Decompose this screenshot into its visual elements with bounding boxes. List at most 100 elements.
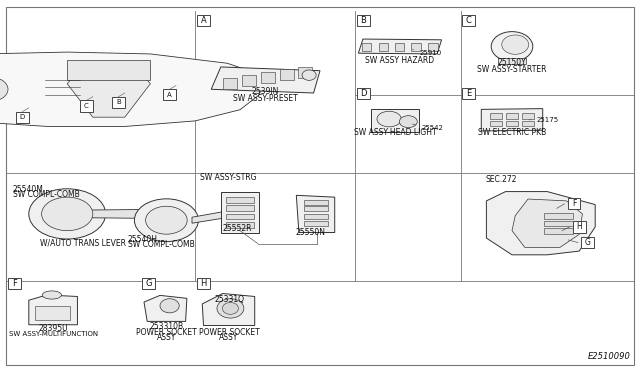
- Bar: [304, 206, 328, 211]
- Text: C: C: [465, 16, 472, 25]
- Text: SW ASSY-HEAD LIGHT: SW ASSY-HEAD LIGHT: [354, 128, 437, 137]
- Text: ASSY: ASSY: [220, 333, 239, 342]
- Bar: [522, 113, 534, 119]
- Bar: [411, 43, 420, 51]
- Bar: [490, 121, 502, 126]
- Ellipse shape: [399, 116, 417, 128]
- Bar: [304, 200, 328, 205]
- Ellipse shape: [134, 199, 198, 242]
- Bar: [544, 213, 573, 219]
- Text: G: G: [584, 238, 591, 247]
- Bar: [8, 278, 21, 289]
- Bar: [568, 198, 580, 209]
- Ellipse shape: [152, 210, 162, 218]
- Bar: [163, 89, 176, 100]
- Text: E: E: [466, 89, 471, 98]
- Text: 25910: 25910: [412, 49, 442, 56]
- Text: F: F: [12, 279, 17, 288]
- Text: 25331Q: 25331Q: [214, 295, 244, 304]
- Bar: [226, 205, 254, 211]
- Text: A: A: [167, 92, 172, 98]
- Text: 25552R: 25552R: [222, 224, 252, 233]
- Text: 25175: 25175: [529, 117, 559, 123]
- Bar: [379, 43, 388, 51]
- Text: D: D: [20, 114, 25, 120]
- Bar: [498, 58, 526, 64]
- Bar: [522, 121, 534, 126]
- Text: SW COMPL-COMB: SW COMPL-COMB: [13, 190, 79, 199]
- Text: G: G: [145, 279, 152, 288]
- Text: POWER SOCKET: POWER SOCKET: [199, 328, 259, 337]
- Text: SW ELECTRIC PKB: SW ELECTRIC PKB: [478, 128, 546, 137]
- Bar: [506, 113, 518, 119]
- Ellipse shape: [146, 206, 188, 234]
- Ellipse shape: [42, 291, 61, 299]
- Polygon shape: [192, 210, 243, 223]
- Bar: [261, 72, 275, 83]
- Text: SW ASSY-MULTIFUNCTION: SW ASSY-MULTIFUNCTION: [8, 331, 98, 337]
- Bar: [490, 113, 502, 119]
- Polygon shape: [144, 295, 187, 321]
- Bar: [462, 15, 475, 26]
- Polygon shape: [486, 192, 595, 255]
- Text: SW ASSY-STARTER: SW ASSY-STARTER: [477, 65, 547, 74]
- Bar: [242, 75, 256, 86]
- Text: ASSY: ASSY: [157, 333, 176, 342]
- Ellipse shape: [42, 197, 93, 231]
- Text: D: D: [360, 89, 367, 98]
- Bar: [35, 306, 70, 320]
- Bar: [223, 78, 237, 89]
- Text: SW ASSY HAZARD: SW ASSY HAZARD: [365, 56, 435, 65]
- Polygon shape: [221, 192, 259, 232]
- Text: W/AUTO TRANS LEVER: W/AUTO TRANS LEVER: [40, 238, 126, 247]
- Polygon shape: [77, 209, 157, 218]
- Text: SW ASSY-STRG: SW ASSY-STRG: [200, 173, 256, 182]
- Ellipse shape: [492, 32, 532, 61]
- Ellipse shape: [223, 302, 238, 314]
- Bar: [67, 60, 150, 80]
- Bar: [506, 121, 518, 126]
- Bar: [226, 214, 254, 219]
- Ellipse shape: [29, 189, 106, 239]
- Bar: [197, 278, 210, 289]
- Text: B: B: [116, 99, 121, 105]
- Text: 25540H: 25540H: [128, 235, 158, 244]
- Text: B: B: [360, 16, 367, 25]
- Bar: [544, 221, 573, 226]
- Bar: [428, 43, 438, 51]
- Text: 25542: 25542: [412, 124, 443, 131]
- Bar: [280, 69, 294, 80]
- Bar: [16, 112, 29, 123]
- Polygon shape: [0, 52, 266, 126]
- Text: POWER SOCKET: POWER SOCKET: [136, 328, 196, 337]
- Polygon shape: [358, 39, 442, 54]
- Bar: [581, 237, 594, 248]
- Bar: [298, 67, 312, 78]
- Text: 25150Y: 25150Y: [498, 58, 526, 67]
- Ellipse shape: [0, 77, 8, 101]
- Bar: [226, 197, 254, 203]
- Bar: [142, 278, 155, 289]
- Text: SW ASSY-PRESET: SW ASSY-PRESET: [233, 94, 298, 103]
- Text: F: F: [572, 199, 576, 208]
- Text: SEC.272: SEC.272: [485, 175, 516, 184]
- Bar: [226, 222, 254, 228]
- Text: 2539IN: 2539IN: [252, 87, 279, 96]
- Bar: [395, 43, 404, 51]
- Polygon shape: [29, 295, 77, 325]
- Bar: [80, 100, 93, 112]
- Text: 253310B: 253310B: [149, 322, 184, 331]
- Polygon shape: [512, 199, 582, 247]
- Bar: [371, 109, 419, 132]
- Text: SW COMPL-COMB: SW COMPL-COMB: [128, 240, 195, 249]
- Polygon shape: [296, 195, 335, 232]
- Bar: [573, 221, 586, 232]
- Text: A: A: [201, 16, 206, 25]
- Bar: [304, 214, 328, 219]
- Text: C: C: [84, 103, 89, 109]
- Polygon shape: [202, 294, 255, 326]
- Text: 25550N: 25550N: [296, 228, 326, 237]
- Polygon shape: [67, 61, 150, 117]
- Ellipse shape: [217, 299, 244, 318]
- Bar: [197, 15, 210, 26]
